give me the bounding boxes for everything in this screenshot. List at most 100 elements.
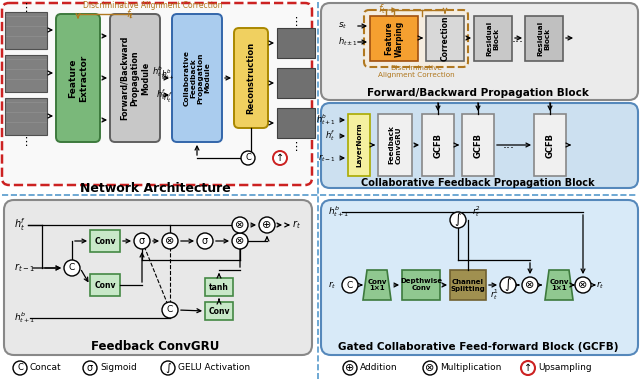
- Text: $r_{t-1}$: $r_{t-1}$: [318, 152, 336, 164]
- Text: Channel
Splitting: Channel Splitting: [451, 279, 485, 291]
- Text: ∫: ∫: [455, 213, 461, 226]
- Text: σ: σ: [139, 236, 145, 246]
- Text: $h_{t\pm1}$: $h_{t\pm1}$: [338, 36, 358, 48]
- Circle shape: [241, 151, 255, 165]
- FancyBboxPatch shape: [450, 270, 486, 300]
- Text: ↑: ↑: [524, 363, 532, 373]
- Text: $h_t^f$: $h_t^f$: [163, 91, 173, 106]
- Text: Discriminative Alignment Correction: Discriminative Alignment Correction: [83, 2, 223, 11]
- FancyBboxPatch shape: [205, 302, 233, 320]
- Text: Network Architecture: Network Architecture: [79, 181, 230, 194]
- Text: $r_t$: $r_t$: [328, 279, 337, 291]
- Text: ⊗: ⊗: [165, 236, 175, 246]
- Text: $h_{t+}^b$: $h_{t+}^b$: [152, 64, 167, 80]
- Text: Gated Collaborative Feed-forward Block (GCFB): Gated Collaborative Feed-forward Block (…: [338, 342, 618, 352]
- Text: Multiplication: Multiplication: [440, 363, 501, 373]
- Circle shape: [232, 217, 248, 233]
- Polygon shape: [545, 270, 573, 300]
- FancyBboxPatch shape: [90, 274, 120, 296]
- Text: Residual
Block: Residual Block: [538, 21, 550, 56]
- Text: ⋮: ⋮: [20, 137, 31, 147]
- Text: ⊗: ⊗: [525, 280, 534, 290]
- Text: ⊗: ⊗: [236, 220, 244, 230]
- Text: $f_t$: $f_t$: [126, 7, 134, 21]
- Circle shape: [134, 233, 150, 249]
- FancyBboxPatch shape: [5, 12, 47, 49]
- FancyBboxPatch shape: [2, 3, 312, 185]
- Circle shape: [259, 217, 275, 233]
- Text: C: C: [69, 264, 75, 272]
- Text: Concat: Concat: [30, 363, 61, 373]
- Text: GCFB: GCFB: [474, 133, 483, 157]
- Text: σ: σ: [87, 363, 93, 373]
- FancyBboxPatch shape: [321, 200, 638, 355]
- Text: Feedback ConvGRU: Feedback ConvGRU: [91, 339, 219, 352]
- Text: C: C: [347, 280, 353, 290]
- Text: Collaborative
Feedback
Propagation
Module: Collaborative Feedback Propagation Modul…: [184, 50, 211, 106]
- Text: $r_t^1$: $r_t^1$: [490, 288, 499, 303]
- FancyBboxPatch shape: [348, 114, 370, 176]
- Circle shape: [162, 233, 178, 249]
- Text: ⊕: ⊕: [346, 363, 355, 373]
- Text: Conv
1×1: Conv 1×1: [549, 279, 569, 291]
- Text: LayerNorm: LayerNorm: [356, 123, 362, 167]
- Text: Conv: Conv: [94, 237, 116, 245]
- Text: $h_t^f$: $h_t^f$: [156, 88, 167, 102]
- Circle shape: [13, 361, 27, 375]
- Text: Feature
Warping: Feature Warping: [384, 20, 404, 57]
- Text: Collaborative Feedback Propagation Block: Collaborative Feedback Propagation Block: [361, 178, 595, 188]
- FancyBboxPatch shape: [364, 10, 468, 67]
- Circle shape: [197, 233, 213, 249]
- Text: $h_t^f$: $h_t^f$: [325, 128, 336, 144]
- FancyBboxPatch shape: [321, 3, 638, 100]
- Text: Upsampling: Upsampling: [538, 363, 591, 373]
- Text: C: C: [167, 306, 173, 314]
- Circle shape: [343, 361, 357, 375]
- Text: σ: σ: [202, 236, 208, 246]
- FancyBboxPatch shape: [172, 14, 222, 142]
- Circle shape: [232, 233, 248, 249]
- Circle shape: [161, 361, 175, 375]
- FancyBboxPatch shape: [234, 28, 268, 128]
- Text: Conv: Conv: [208, 306, 230, 315]
- Circle shape: [273, 151, 287, 165]
- Text: ⊗: ⊗: [579, 280, 588, 290]
- Text: Correction: Correction: [440, 16, 449, 61]
- Text: ...: ...: [512, 32, 524, 45]
- Circle shape: [423, 361, 437, 375]
- Text: Forward/Backward Propagation Block: Forward/Backward Propagation Block: [367, 88, 589, 98]
- Text: tanh: tanh: [209, 282, 229, 291]
- Polygon shape: [363, 270, 391, 300]
- FancyBboxPatch shape: [426, 16, 464, 61]
- Text: $s_t$: $s_t$: [338, 21, 348, 31]
- Circle shape: [162, 302, 178, 318]
- Text: ⊗: ⊗: [426, 363, 435, 373]
- Text: $r_t$: $r_t$: [292, 219, 301, 231]
- Text: ⋮: ⋮: [291, 142, 301, 152]
- Text: GELU Activation: GELU Activation: [178, 363, 250, 373]
- FancyBboxPatch shape: [277, 108, 315, 138]
- Circle shape: [64, 260, 80, 276]
- Circle shape: [500, 277, 516, 293]
- Circle shape: [521, 361, 535, 375]
- Text: Reconstruction: Reconstruction: [246, 42, 255, 114]
- Text: ⋮: ⋮: [20, 3, 31, 13]
- Text: $h_{t+1}^b$: $h_{t+1}^b$: [328, 205, 349, 219]
- Text: C: C: [17, 363, 23, 373]
- Text: Feedback
ConvGRU: Feedback ConvGRU: [388, 126, 401, 165]
- Text: $h_{t+1}^b$: $h_{t+1}^b$: [14, 311, 35, 325]
- Text: ...: ...: [503, 139, 515, 152]
- Text: Conv: Conv: [94, 280, 116, 290]
- FancyBboxPatch shape: [422, 114, 454, 176]
- FancyBboxPatch shape: [474, 16, 512, 61]
- Circle shape: [83, 361, 97, 375]
- Circle shape: [342, 277, 358, 293]
- Text: $f_t$: $f_t$: [378, 2, 387, 16]
- Text: Discriminative
Alignment Correction: Discriminative Alignment Correction: [378, 66, 454, 78]
- FancyBboxPatch shape: [4, 200, 312, 355]
- FancyBboxPatch shape: [370, 16, 418, 61]
- FancyBboxPatch shape: [205, 278, 233, 296]
- Circle shape: [450, 212, 466, 228]
- Text: ∫: ∫: [505, 279, 511, 291]
- Text: Conv
1×1: Conv 1×1: [367, 279, 387, 291]
